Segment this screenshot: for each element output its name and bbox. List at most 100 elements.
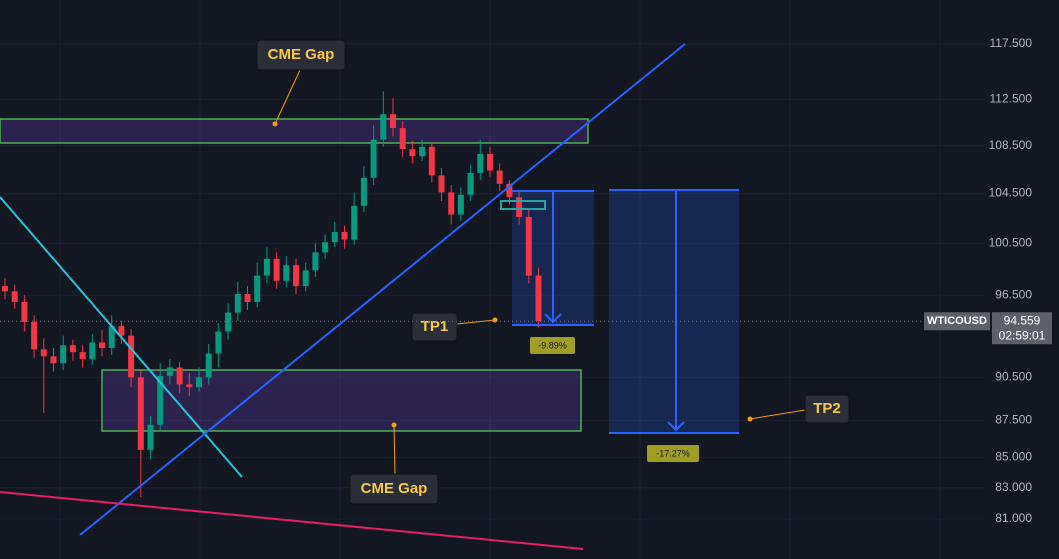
candle-body	[322, 242, 329, 253]
symbol: WTICOUSD	[927, 315, 987, 327]
change-box	[647, 445, 699, 462]
horizontal-grid	[0, 43, 985, 520]
last-price: 94.559	[1004, 313, 1041, 327]
candle-body	[108, 326, 115, 349]
label: CME Gap	[268, 46, 335, 63]
trend-line	[0, 491, 584, 550]
candle-body	[341, 232, 348, 240]
candle-body	[147, 424, 154, 450]
candle-body	[254, 275, 261, 302]
candle-body	[409, 149, 416, 157]
candle-body	[477, 153, 484, 173]
candle-body	[525, 217, 532, 276]
candle-body	[390, 114, 396, 129]
candle-body	[50, 356, 57, 364]
candle-body	[370, 139, 377, 178]
label: TP2	[813, 400, 841, 417]
candle-body	[215, 331, 222, 354]
connectors	[274, 69, 806, 475]
y-tick-label: 96.500	[995, 287, 1032, 301]
candle-body	[516, 197, 523, 218]
y-tick-label: 85.000	[995, 450, 1032, 464]
change-box	[530, 337, 575, 354]
y-tick-label: 87.500	[995, 413, 1032, 427]
y-tick-label: 104.500	[989, 186, 1033, 200]
candle-body	[176, 367, 183, 385]
candle-body	[331, 232, 338, 243]
candle-body	[467, 172, 474, 195]
candle-body	[128, 335, 135, 378]
candle-body	[234, 293, 241, 313]
candle-body	[244, 293, 251, 302]
trend-line	[79, 43, 686, 536]
candle-body	[69, 345, 76, 353]
candle-body	[273, 258, 280, 281]
candle-body	[448, 192, 455, 215]
candle-body	[2, 286, 8, 292]
symbol-box	[924, 312, 990, 331]
label-box	[804, 394, 850, 424]
candle-body	[166, 367, 173, 376]
y-tick-label: 83.000	[995, 480, 1032, 494]
cme-gap-zone	[101, 369, 582, 432]
candle-body	[157, 375, 164, 425]
candles	[2, 91, 542, 498]
y-tick-label: 81.000	[995, 511, 1032, 525]
candle-body	[302, 270, 309, 287]
y-tick-label: 117.500	[990, 36, 1033, 50]
candle-body	[506, 183, 513, 198]
candle-body	[79, 352, 86, 360]
candle-body	[535, 275, 542, 322]
candle-body	[89, 342, 96, 360]
label: CME Gap	[361, 480, 428, 497]
price-box	[992, 312, 1052, 345]
countdown: 02:59:01	[999, 328, 1046, 342]
candle-body	[428, 146, 435, 176]
change-label: -9.89%	[538, 340, 567, 350]
candle-body	[283, 265, 290, 281]
label: TP1	[421, 318, 449, 335]
candle-body	[137, 377, 144, 450]
candle-body	[496, 170, 503, 184]
y-tick-label: 112.500	[990, 92, 1033, 106]
cme-gap-zone	[0, 118, 589, 144]
candle-body	[351, 205, 358, 240]
label-box	[256, 39, 346, 71]
vertical-grid	[59, 0, 941, 559]
candle-body	[31, 322, 38, 350]
candle-body	[360, 177, 367, 206]
candle-body	[457, 194, 464, 215]
candle-body	[99, 342, 105, 349]
label-box	[411, 312, 458, 342]
candle-body	[40, 349, 47, 357]
candle-body	[438, 175, 445, 193]
candle-body	[60, 345, 67, 364]
candle-body	[419, 146, 426, 157]
y-tick-label: 90.500	[995, 369, 1032, 383]
y-tick-label: 108.500	[989, 138, 1033, 152]
candle-body	[380, 114, 387, 140]
candle-body	[205, 353, 212, 378]
candle-body	[487, 153, 493, 171]
label-box	[349, 473, 439, 505]
candle-body	[225, 312, 232, 332]
anchor-dots	[272, 121, 753, 428]
candle-body	[263, 258, 270, 276]
y-tick-label: 100.500	[989, 236, 1033, 250]
candle-body	[11, 291, 18, 302]
candle-body	[196, 377, 202, 388]
candle-body	[399, 128, 406, 150]
trend-line	[0, 196, 243, 478]
entry-box	[500, 200, 546, 210]
candle-body	[186, 384, 193, 388]
candle-body	[312, 252, 319, 271]
candle-body	[21, 301, 28, 323]
change-label: -17.27%	[656, 448, 690, 458]
candle-body	[293, 265, 299, 287]
measure-arrows	[512, 189, 739, 434]
price-axis: 117.500 112.500 108.500 104.500 100.500 96.50…	[989, 36, 1033, 525]
